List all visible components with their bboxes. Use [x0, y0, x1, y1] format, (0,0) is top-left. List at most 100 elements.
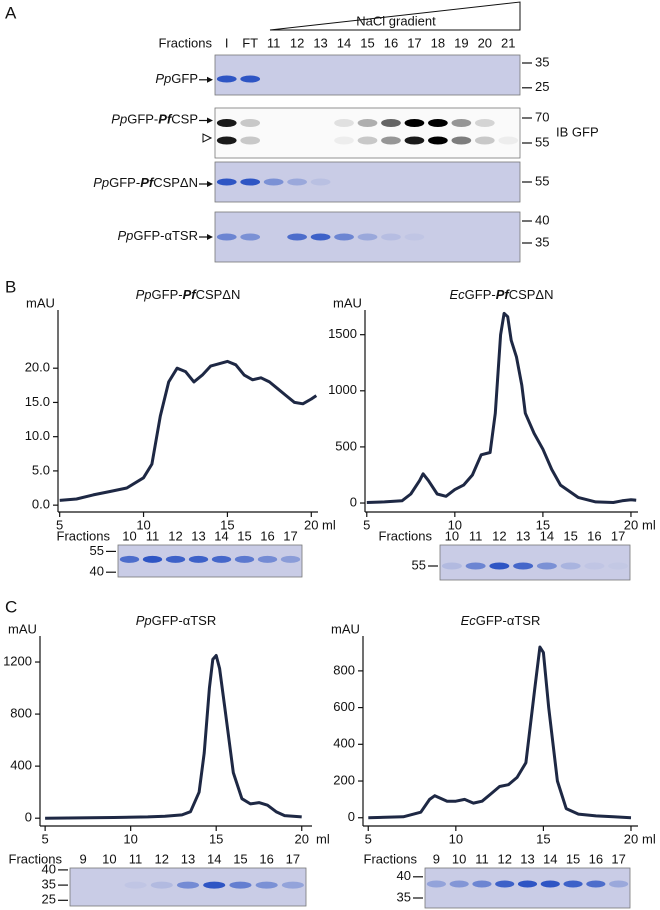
chart-title: PpGFP-PfCSPΔN: [136, 287, 241, 302]
y-tick-label: 400: [333, 736, 355, 751]
band: [119, 555, 140, 563]
band: [404, 233, 425, 241]
band: [281, 881, 304, 889]
panel-letter: A: [5, 3, 17, 22]
label-part: Pp: [155, 71, 171, 86]
band: [357, 233, 378, 241]
lane-label: 15: [237, 528, 251, 543]
lane-label: 10: [102, 851, 116, 866]
y-tick-label: 1000: [328, 382, 357, 397]
lane-label: 10: [122, 528, 136, 543]
lane-label: 12: [497, 851, 511, 866]
blot-note: IB GFP: [556, 124, 599, 139]
gel-label: PpGFP: [155, 71, 198, 86]
y-tick-label: 0.0: [32, 497, 50, 512]
label-part: Pp: [111, 112, 127, 127]
label-part: Pp: [136, 613, 152, 628]
band: [608, 563, 628, 570]
band: [513, 562, 534, 570]
band: [229, 881, 252, 889]
lane-label: 12: [290, 35, 304, 50]
lane-label: 9: [433, 851, 440, 866]
x-tick-label: 15: [536, 831, 550, 846]
lane-label: 11: [129, 851, 143, 866]
band: [287, 233, 307, 241]
gel: [214, 161, 521, 203]
label-part: GFP-αTSR: [133, 228, 198, 243]
y-tick-label: 400: [10, 758, 32, 773]
label-part: Pp: [93, 175, 109, 190]
band: [334, 233, 354, 241]
marker-label: 35: [397, 889, 411, 904]
band: [536, 562, 557, 570]
lane-label: 16: [259, 851, 273, 866]
lane-label: 21: [501, 35, 515, 50]
band: [142, 555, 163, 563]
band: [334, 136, 354, 145]
y-tick-label: 0: [348, 809, 355, 824]
lane-label: 17: [286, 851, 300, 866]
lane-label: FT: [242, 35, 258, 50]
lane-label: 14: [214, 528, 228, 543]
marker-label: 55: [535, 173, 549, 188]
lane-label: 17: [407, 35, 421, 50]
x-tick-label: 20: [295, 831, 309, 846]
fractions-label: Fractions: [9, 851, 63, 866]
label-part: Pf: [158, 112, 173, 127]
lane-label: I: [225, 35, 229, 50]
x-axis-label: ml: [642, 517, 656, 532]
arrow-head: [207, 117, 213, 124]
gel: [424, 867, 631, 909]
lane-label: 19: [454, 35, 468, 50]
band: [474, 119, 495, 127]
band: [240, 119, 261, 127]
x-tick-label: 10: [123, 831, 137, 846]
band: [381, 233, 401, 241]
label-part: GFP-: [152, 287, 183, 302]
x-tick-label: 15: [209, 831, 223, 846]
x-tick-label: 5: [365, 831, 372, 846]
gel-label: PpGFP-αTSR: [118, 228, 198, 243]
x-tick-label: 10: [449, 831, 463, 846]
label-part: CSPΔN: [196, 287, 241, 302]
y-tick-label: 800: [10, 706, 32, 721]
y-tick-label: 1200: [3, 653, 32, 668]
band: [150, 881, 173, 889]
lane-label: 14: [207, 851, 221, 866]
band: [124, 881, 147, 889]
x-tick-label: 20: [624, 517, 638, 532]
lane-label: 13: [313, 35, 327, 50]
lane-label: 13: [516, 528, 530, 543]
marker-label: 55: [535, 134, 549, 149]
lane-label: 15: [566, 851, 580, 866]
lane-label: 12: [155, 851, 169, 866]
x-axis-label: ml: [316, 831, 330, 846]
lane-label: 13: [191, 528, 205, 543]
y-axis-label: mAU: [333, 295, 362, 310]
y-tick-label: 600: [333, 699, 355, 714]
band: [176, 881, 200, 889]
x-axis-label: ml: [642, 831, 656, 846]
fractions-label: Fractions: [159, 35, 213, 50]
band: [357, 119, 378, 127]
label-part: CSP: [171, 112, 198, 127]
x-tick-label: 5: [42, 831, 49, 846]
band: [211, 555, 232, 563]
lane-label: 14: [337, 35, 351, 50]
lane-label: 11: [146, 528, 160, 543]
x-tick-label: 15: [220, 517, 234, 532]
marker-label: 40: [397, 868, 411, 883]
lane-label: 15: [233, 851, 247, 866]
band: [255, 881, 278, 889]
band: [428, 136, 448, 145]
y-tick-label: 0: [25, 810, 32, 825]
band: [495, 880, 515, 888]
band: [381, 119, 401, 127]
lane-label: 14: [540, 528, 554, 543]
marker-label: 35: [535, 234, 549, 249]
band: [498, 136, 519, 145]
marker-label: 55: [412, 557, 426, 572]
band: [426, 880, 446, 888]
marker-label: 70: [535, 109, 549, 124]
lane-label: 20: [478, 35, 492, 50]
